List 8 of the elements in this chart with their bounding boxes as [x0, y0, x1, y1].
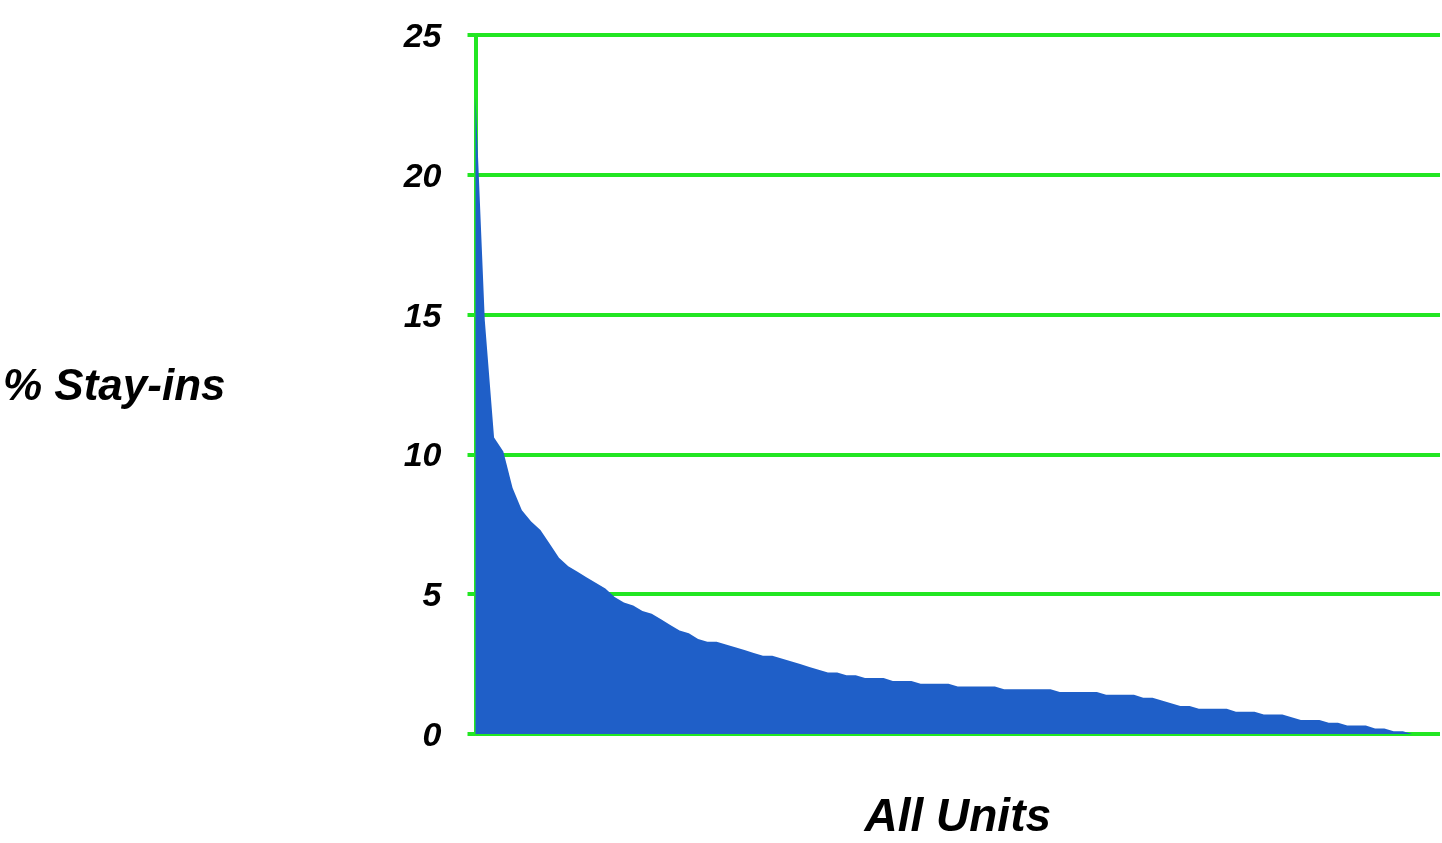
- y-tick-label: 20: [402, 155, 442, 194]
- y-axis-title: % Stay-ins: [3, 360, 226, 409]
- y-tick-label: 10: [403, 435, 442, 474]
- y-tick-label: 5: [422, 575, 443, 614]
- y-tick-label: 0: [422, 715, 442, 753]
- y-tick-label: 15: [403, 295, 443, 334]
- y-tick-label: 25: [402, 16, 443, 54]
- x-axis-title: All Units: [863, 789, 1052, 841]
